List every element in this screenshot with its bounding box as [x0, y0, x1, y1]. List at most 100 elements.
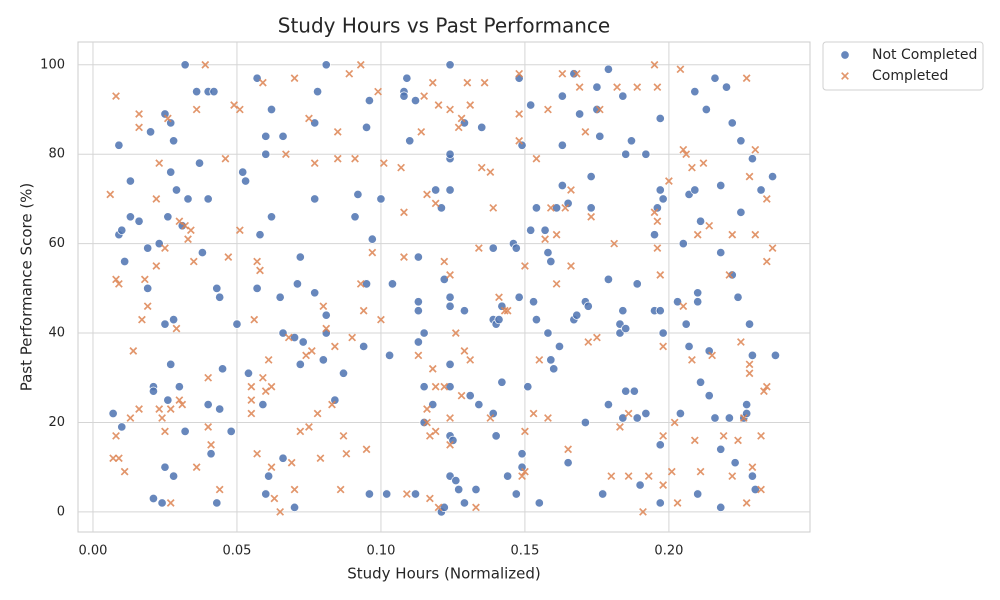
scatter-point	[544, 414, 552, 422]
scatter-point	[540, 225, 550, 235]
scatter-point	[532, 154, 541, 163]
scatter-point	[152, 195, 161, 203]
scatter-point	[428, 364, 437, 373]
scatter-point	[742, 400, 752, 410]
scatter-point	[382, 489, 392, 499]
scatter-point	[546, 256, 556, 267]
scatter-point	[543, 328, 553, 338]
scatter-point	[258, 400, 268, 410]
scatter-point	[593, 333, 601, 342]
scatter-point	[466, 355, 475, 364]
scatter-point	[621, 386, 631, 396]
scatter-point	[155, 159, 164, 168]
scatter-point	[618, 413, 628, 423]
scatter-point	[134, 216, 144, 226]
scatter-point	[428, 78, 437, 87]
scatter-point	[166, 499, 175, 507]
scatter-point	[125, 212, 135, 222]
scatter-point	[736, 136, 746, 146]
scatter-point	[682, 150, 691, 159]
scatter-point	[166, 118, 176, 128]
scatter-point	[302, 351, 310, 360]
scatter-point	[252, 283, 262, 293]
scatter-point	[529, 409, 538, 418]
scatter-point	[770, 350, 780, 360]
scatter-point	[659, 342, 668, 351]
scatter-point	[757, 485, 765, 494]
scatter-point	[413, 252, 423, 262]
scatter-point	[517, 449, 527, 459]
scatter-point	[721, 82, 732, 92]
scatter-point	[471, 484, 481, 495]
scatter-point	[710, 73, 720, 83]
scatter-point	[289, 332, 300, 343]
scatter-point	[140, 275, 149, 284]
legend: Not Completed Completed	[822, 41, 984, 91]
scatter-point	[290, 74, 299, 83]
scatter-point	[572, 310, 582, 320]
scatter-point	[241, 176, 251, 186]
scatter-point	[192, 87, 202, 97]
scatter-point	[655, 185, 665, 195]
scatter-point	[414, 351, 423, 360]
scatter-point	[319, 302, 328, 311]
scatter-point	[592, 82, 602, 92]
scatter-point	[289, 502, 300, 512]
scatter-point	[446, 440, 454, 449]
y-tick-label: 80	[48, 147, 65, 162]
scatter-point	[419, 328, 429, 338]
scatter-point	[143, 243, 153, 253]
scatter-point	[696, 377, 706, 387]
scatter-point	[742, 74, 751, 83]
scatter-point	[359, 341, 369, 352]
scatter-point	[440, 257, 449, 266]
scatter-point	[734, 436, 742, 445]
scatter-point	[681, 319, 691, 329]
scatter-point	[693, 489, 703, 499]
scatter-point	[561, 203, 570, 212]
scatter-point	[736, 338, 745, 346]
scatter-point	[488, 408, 498, 419]
points	[106, 60, 780, 517]
scatter-point	[514, 73, 524, 83]
scatter-point	[495, 293, 503, 302]
scatter-point	[333, 154, 342, 163]
scatter-point	[261, 489, 271, 499]
scatter-point	[678, 239, 688, 249]
scatter-point	[474, 400, 484, 410]
scatter-point	[431, 185, 441, 195]
scatter-point	[583, 301, 593, 311]
scatter-point	[275, 292, 285, 302]
scatter-point	[203, 400, 213, 410]
scatter-point	[206, 449, 216, 459]
scatter-point	[514, 292, 524, 302]
scatter-point	[203, 194, 213, 204]
scatter-point	[348, 333, 357, 342]
scatter-point	[350, 212, 360, 222]
scatter-point	[531, 315, 541, 325]
scatter-point	[664, 177, 673, 185]
scatter-point	[521, 427, 529, 436]
scatter-point	[258, 78, 267, 87]
scatter-point	[762, 195, 771, 203]
scatter-point	[446, 414, 454, 422]
scatter-point	[364, 489, 374, 499]
scatter-point	[710, 413, 720, 423]
scatter-point	[517, 462, 527, 472]
y-tick-label: 100	[40, 57, 65, 72]
scatter-point	[255, 230, 265, 240]
scatter-point	[730, 458, 740, 468]
y-tick-label: 0	[57, 504, 65, 519]
scatter-point	[716, 502, 726, 512]
scatter-point	[256, 266, 264, 275]
scatter-point	[564, 445, 573, 454]
scatter-point	[166, 359, 176, 369]
scatter-point	[148, 386, 158, 396]
scatter-point	[451, 476, 461, 486]
scatter-point	[618, 306, 628, 316]
scatter-point	[177, 221, 187, 231]
scatter-point	[295, 359, 305, 369]
scatter-point	[109, 454, 118, 463]
series-points	[108, 60, 780, 517]
